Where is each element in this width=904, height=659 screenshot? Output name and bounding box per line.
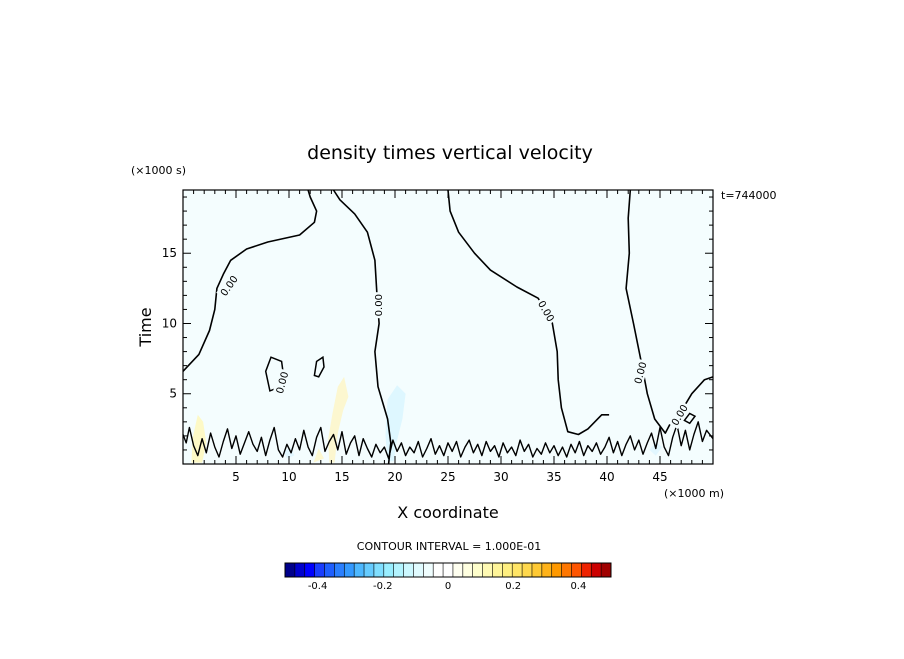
contour-label-bg bbox=[630, 358, 650, 387]
x-tick-label: 40 bbox=[599, 470, 614, 484]
colorbar-swatch bbox=[551, 563, 563, 577]
y-tick-label: 15 bbox=[162, 246, 177, 260]
plot-area: 0.000.00 0.000.000.000.00 5 10 15 20 25 30 35 40… bbox=[162, 189, 714, 484]
colorbar-swatch bbox=[462, 563, 474, 577]
colorbar-tick-label: 0.4 bbox=[570, 581, 586, 592]
colorbar-swatch bbox=[531, 563, 543, 577]
colorbar-tick-label: 0.2 bbox=[505, 581, 521, 592]
colorbar-swatch bbox=[393, 563, 404, 577]
colorbar-swatch bbox=[344, 563, 355, 577]
colorbar-swatch bbox=[482, 563, 493, 577]
colorbar-swatch bbox=[541, 563, 553, 577]
colorbar-swatch bbox=[443, 563, 454, 577]
bottom-contour-ribbon bbox=[182, 421, 714, 460]
colorbar-swatch bbox=[364, 563, 375, 577]
contour-label-bg bbox=[667, 400, 691, 430]
colorbar-swatch bbox=[492, 563, 503, 577]
x-axis-label: X coordinate bbox=[397, 503, 498, 522]
zero-contour-0 bbox=[182, 189, 318, 372]
colorbar: -0.4 -0.2 0 0.2 0.4 bbox=[284, 562, 612, 592]
x-tick-label: 30 bbox=[493, 470, 508, 484]
y-tick-label: 5 bbox=[169, 387, 177, 401]
contour-labels: 0.000.00 0.000.000.000.00 bbox=[216, 271, 691, 430]
colorbar-tick-label: -0.2 bbox=[373, 581, 393, 592]
closed-contour-2 bbox=[683, 412, 697, 425]
colorbar-swatch bbox=[601, 563, 612, 577]
x-tick-label: 15 bbox=[334, 470, 349, 484]
colorbar-tick-label: -0.4 bbox=[308, 581, 328, 592]
contour-lines bbox=[182, 189, 714, 465]
x-tick-label: 20 bbox=[387, 470, 402, 484]
colorbar-swatch bbox=[581, 563, 592, 577]
y-tick-label: 10 bbox=[162, 316, 177, 330]
plot-background bbox=[183, 190, 713, 464]
time-annotation: t=744000 bbox=[721, 189, 777, 202]
colorbar-swatch bbox=[304, 563, 316, 577]
contour-label-bg bbox=[372, 292, 384, 319]
colorbar-swatch bbox=[314, 563, 325, 577]
colorbar-frame bbox=[284, 562, 612, 578]
x-tick-label: 45 bbox=[652, 470, 667, 484]
x-tick-label: 10 bbox=[281, 470, 296, 484]
colorbar-swatch bbox=[452, 563, 464, 577]
zero-contour-3 bbox=[625, 189, 714, 434]
colorbar-swatch bbox=[423, 563, 434, 577]
colorbar-swatch bbox=[522, 563, 533, 577]
x-tick-label: 5 bbox=[232, 470, 240, 484]
colorbar-swatch bbox=[383, 563, 395, 577]
colorbar-swatch bbox=[324, 563, 335, 577]
x-tick-label: 35 bbox=[546, 470, 561, 484]
contour-label-bg bbox=[534, 296, 559, 326]
shaded-patch-2 bbox=[313, 448, 324, 463]
colorbar-swatch bbox=[502, 563, 513, 577]
colorbar-tick-label: 0 bbox=[445, 581, 451, 592]
x-tick-label: 25 bbox=[440, 470, 455, 484]
colorbar-swatch bbox=[403, 563, 414, 577]
colorbar-swatch bbox=[413, 563, 424, 577]
colorbar-swatch bbox=[472, 563, 483, 577]
colorbar-swatch bbox=[334, 563, 345, 577]
colorbar-swatch bbox=[561, 563, 572, 577]
contour-interval: CONTOUR INTERVAL = 1.000E-01 bbox=[357, 540, 541, 553]
contour-label-text: 0.00 bbox=[374, 294, 385, 316]
contour-label-1: 0.00 bbox=[372, 292, 385, 319]
colorbar-swatch bbox=[285, 563, 296, 577]
axis-ticks: 5 10 15 20 25 30 35 40 45 5 10 15 bbox=[162, 190, 714, 484]
contour-label-bg bbox=[216, 271, 241, 300]
colorbar-swatch bbox=[571, 563, 582, 577]
chart-title: density times vertical velocity bbox=[307, 142, 593, 164]
x-axis-unit: (×1000 m) bbox=[664, 487, 724, 500]
colorbar-swatch bbox=[354, 563, 365, 577]
y-axis-label: Time bbox=[136, 307, 155, 347]
colorbar-swatch bbox=[294, 563, 306, 577]
colorbar-swatch bbox=[512, 563, 523, 577]
colorbar-swatch bbox=[373, 563, 385, 577]
zero-contour-2 bbox=[447, 189, 610, 436]
colorbar-swatch bbox=[591, 563, 602, 577]
y-axis-unit: (×1000 s) bbox=[131, 164, 186, 177]
contour-label-bg bbox=[272, 368, 291, 397]
closed-contour-1 bbox=[313, 355, 325, 378]
colorbar-swatch bbox=[433, 563, 444, 577]
shaded-patch-1 bbox=[328, 376, 349, 463]
